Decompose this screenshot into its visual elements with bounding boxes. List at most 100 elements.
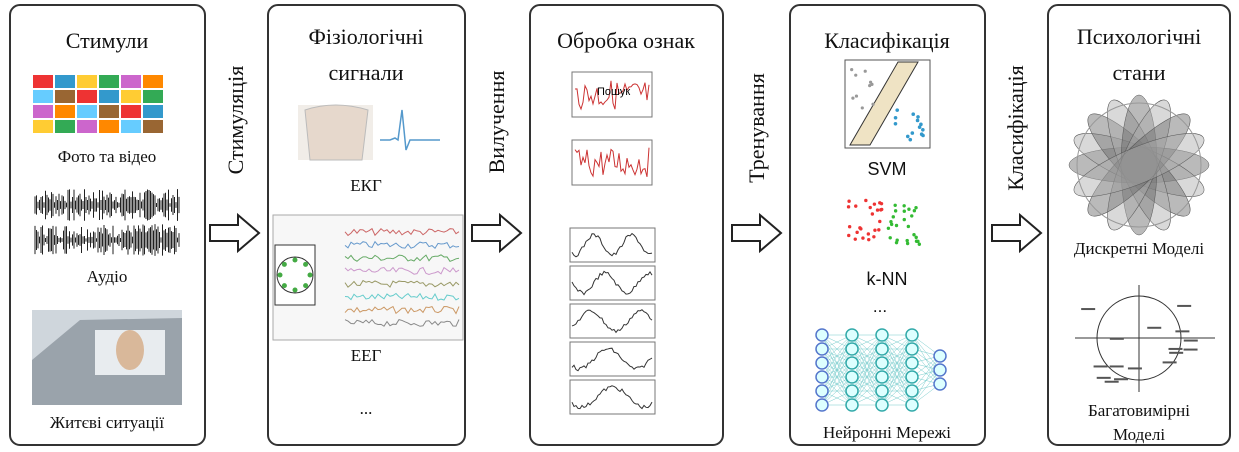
point — [876, 208, 879, 211]
thumbnail — [77, 75, 97, 88]
point — [877, 228, 880, 231]
plot-frame — [570, 304, 655, 338]
point — [850, 68, 853, 71]
thumbnail — [143, 75, 163, 88]
point — [847, 205, 850, 208]
nn-node — [906, 357, 918, 369]
point — [864, 199, 867, 202]
term — [1184, 349, 1198, 351]
point — [916, 240, 919, 243]
point — [893, 204, 896, 207]
nn-node — [906, 329, 918, 341]
thumbnail — [121, 120, 141, 133]
point — [914, 236, 917, 239]
point — [867, 238, 870, 241]
nn-node — [846, 399, 858, 411]
point — [855, 94, 858, 97]
item-label: Дискретні Моделі — [1074, 239, 1204, 258]
point — [847, 200, 850, 203]
term — [1128, 367, 1142, 369]
term — [1094, 365, 1108, 367]
point — [880, 202, 883, 205]
electrode — [308, 273, 313, 278]
item-label: ... — [873, 297, 887, 316]
point — [872, 235, 875, 238]
thumbnail — [55, 120, 75, 133]
point — [912, 233, 915, 236]
point — [892, 215, 895, 218]
point — [889, 236, 892, 239]
term — [1110, 338, 1124, 340]
stage-title: сигнали — [328, 60, 403, 85]
point — [878, 220, 881, 223]
electrode — [303, 262, 308, 267]
thumbnail — [99, 90, 119, 103]
electrode — [292, 258, 297, 263]
thumbnail — [33, 105, 53, 118]
point — [867, 232, 870, 235]
point — [895, 224, 898, 227]
point — [848, 225, 851, 228]
plot-frame — [570, 228, 655, 262]
point — [855, 231, 858, 234]
point — [920, 132, 924, 136]
point — [873, 202, 876, 205]
point — [894, 209, 897, 212]
point — [871, 212, 874, 215]
thumbnail — [33, 90, 53, 103]
transition-label: Вилучення — [484, 71, 509, 174]
thumbnail — [77, 105, 97, 118]
nn-node — [876, 371, 888, 383]
point — [894, 116, 898, 120]
point — [871, 103, 874, 106]
point — [907, 208, 910, 211]
nn-node — [846, 385, 858, 397]
item-label: Аудіо — [87, 267, 128, 286]
plot-frame — [570, 266, 655, 300]
point — [854, 204, 857, 207]
point — [854, 237, 857, 240]
point — [903, 210, 906, 213]
torso-outline — [305, 105, 368, 160]
point — [918, 125, 922, 129]
electrode — [293, 288, 298, 293]
thumbnail — [143, 90, 163, 103]
stage-title: стани — [1113, 60, 1166, 85]
nn-node — [816, 371, 828, 383]
point — [903, 218, 906, 221]
nn-node — [906, 385, 918, 397]
nn-node — [876, 343, 888, 355]
point — [916, 119, 920, 123]
term — [1175, 330, 1189, 332]
point — [908, 138, 912, 142]
nn-node — [816, 343, 828, 355]
electrode — [278, 273, 283, 278]
stage-title: Обробка ознак — [557, 28, 695, 53]
transition-label: Стимуляція — [223, 66, 248, 175]
point — [861, 106, 864, 109]
nn-node — [906, 371, 918, 383]
stage-title: Стимули — [66, 28, 149, 53]
point — [869, 206, 872, 209]
nn-node — [816, 357, 828, 369]
nn-node — [816, 399, 828, 411]
point — [894, 122, 898, 126]
point — [902, 204, 905, 207]
point — [887, 227, 890, 230]
arrow — [472, 215, 521, 251]
nn-node — [846, 343, 858, 355]
nn-node — [876, 357, 888, 369]
thumbnail — [33, 120, 53, 133]
chart-label: Пошук — [597, 86, 630, 98]
stage-title: Фізіологічні — [308, 24, 423, 49]
term — [1184, 340, 1198, 342]
nn-node — [846, 357, 858, 369]
point — [907, 225, 910, 228]
term — [1169, 348, 1183, 350]
point — [861, 236, 864, 239]
plot-frame — [570, 342, 655, 376]
item-label: Житєві ситуації — [50, 413, 165, 432]
point — [864, 70, 867, 73]
nn-node — [876, 399, 888, 411]
nn-node — [876, 385, 888, 397]
